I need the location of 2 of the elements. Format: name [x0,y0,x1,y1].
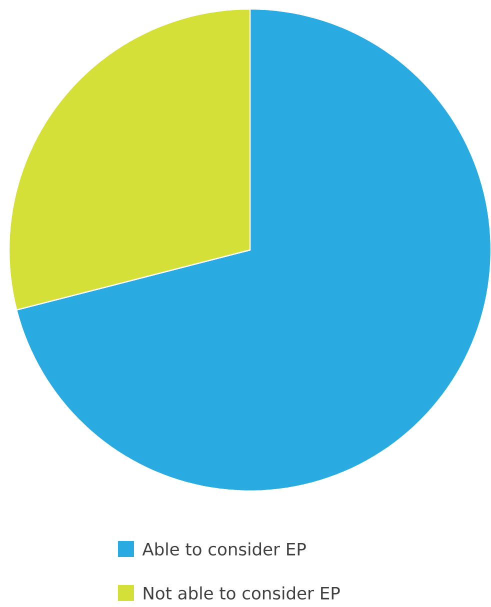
legend-label: Able to consider EP [142,542,306,556]
legend-label: Not able to consider EP [144,586,340,600]
